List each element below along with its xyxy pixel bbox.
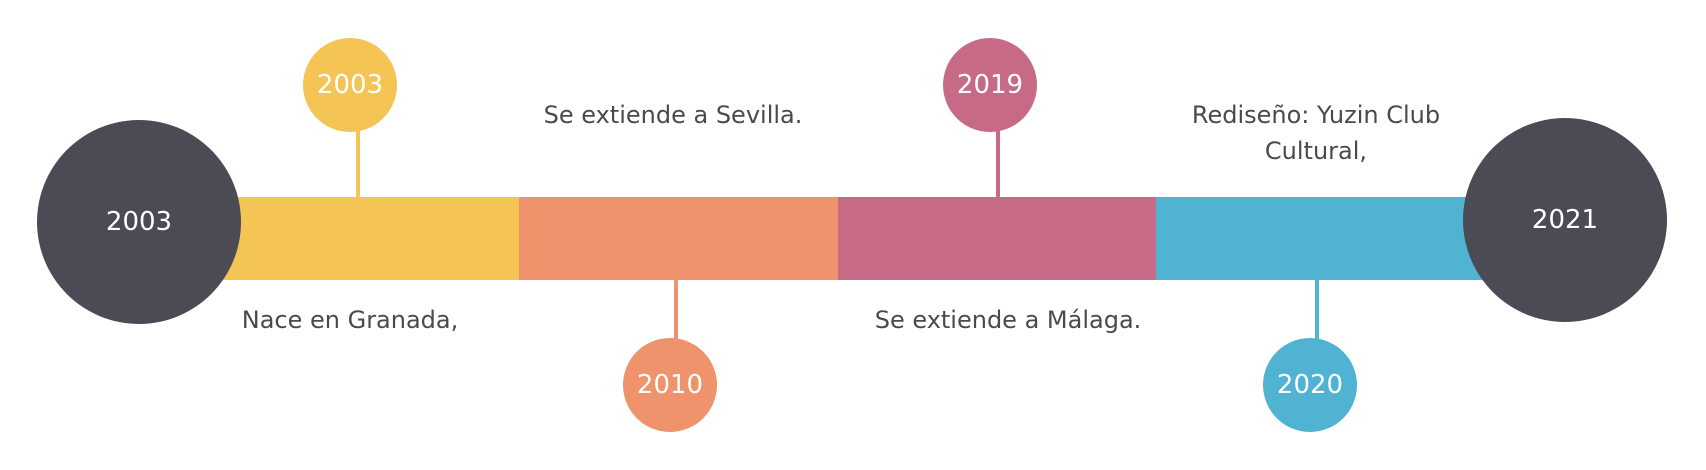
event-text-2020-line-2: Cultural, [1264, 137, 1368, 165]
end-year-circle: 2021 [1463, 118, 1667, 322]
timeline-segment-2020 [1156, 197, 1486, 280]
event-marker-2020: 2020 [1263, 338, 1357, 432]
event-marker-2019: 2019 [943, 38, 1037, 132]
start-year-circle: 2003 [37, 120, 241, 324]
start-year-label: 2003 [105, 207, 173, 237]
event-text-2003: Nace en Granada, [241, 306, 459, 334]
event-year-2010: 2010 [636, 370, 704, 400]
event-year-2020: 2020 [1276, 370, 1344, 400]
timeline-segment-2019 [838, 197, 1157, 280]
event-stem-2003 [356, 128, 360, 198]
event-stem-2020 [1315, 279, 1319, 341]
event-text-2020-line-1: Rediseño: Yuzin Club [1191, 101, 1441, 129]
event-text-2010: Se extiende a Sevilla. [543, 101, 803, 129]
event-text-2020: Rediseño: Yuzin Club Cultural, [1166, 97, 1466, 169]
event-year-2019: 2019 [956, 70, 1024, 100]
event-stem-2019 [996, 128, 1000, 198]
event-marker-2010: 2010 [623, 338, 717, 432]
event-year-2003: 2003 [316, 70, 384, 100]
end-year-label: 2021 [1531, 205, 1599, 235]
timeline-segment-2010 [519, 197, 839, 280]
event-text-2019: Se extiende a Málaga. [874, 306, 1142, 334]
event-stem-2010 [674, 279, 678, 341]
event-marker-2003: 2003 [303, 38, 397, 132]
